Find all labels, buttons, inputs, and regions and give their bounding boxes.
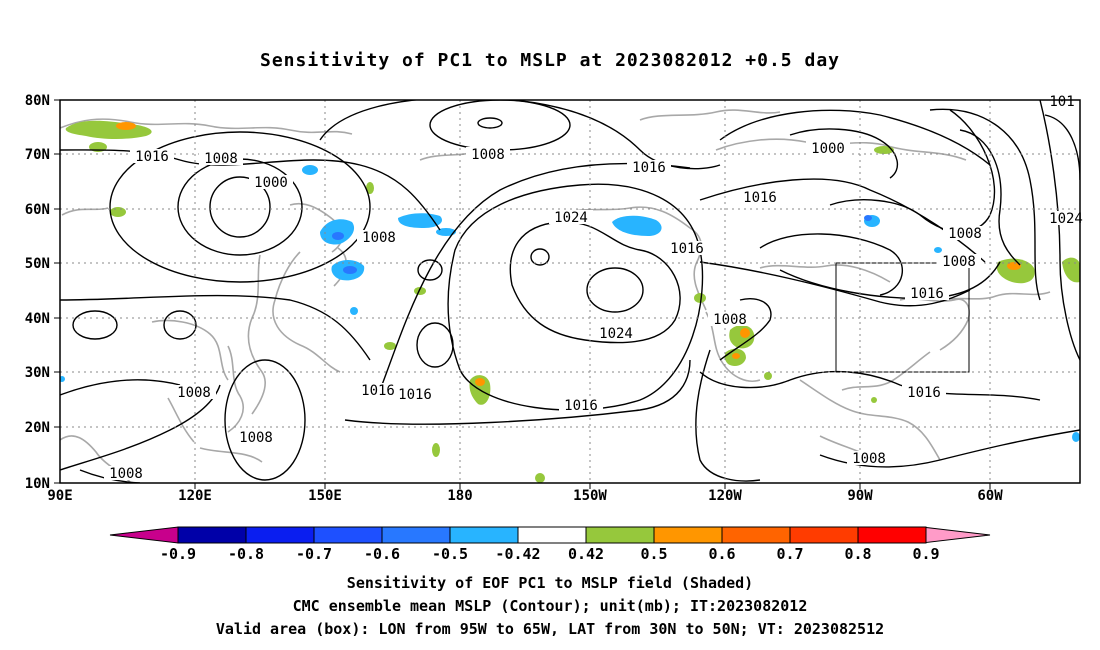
colorbar-box	[245, 526, 315, 544]
colorbar-box	[177, 526, 247, 544]
contour-label: 101	[1049, 94, 1074, 110]
colorbar-low-end	[109, 526, 179, 544]
lat-label: 70N	[25, 147, 50, 163]
contour-label: 1008	[109, 466, 143, 482]
lon-label: 90E	[47, 488, 72, 504]
colorbar-box	[449, 526, 519, 544]
lat-lon-grid	[60, 100, 1080, 483]
colorbar-tick: 0.9	[912, 545, 939, 563]
colorbar-tick: -0.7	[296, 545, 332, 563]
contour-label: 1016	[398, 387, 432, 403]
contour-label: 1008	[177, 385, 211, 401]
longitude-labels: 90E 120E 150E 180 150W 120W 90W 60W	[47, 488, 1003, 504]
colorbar-tick: -0.6	[364, 545, 400, 563]
lat-label: 40N	[25, 311, 50, 327]
colorbar-tick: 0.6	[708, 545, 735, 563]
contour-label: 1000	[254, 175, 288, 191]
caption-valid-area: Valid area (box): LON from 95W to 65W, L…	[215, 620, 885, 638]
colorbar-box	[517, 526, 587, 544]
caption-shading: Sensitivity of EOF PC1 to MSLP field (Sh…	[346, 574, 754, 592]
lat-label: 20N	[25, 420, 50, 436]
color-bar: -0.9 -0.8 -0.7 -0.6 -0.5 -0.42 0.42 0.5 …	[109, 526, 991, 563]
map-title: Sensitivity of PC1 to MSLP at 2023082012…	[259, 50, 840, 71]
contour-label: 1008	[239, 430, 273, 446]
contour-labels: 1016 1008 1000 1008 1016 1024 1016 1000 …	[104, 94, 1083, 482]
colorbar-box	[653, 526, 723, 544]
colorbar-tick: 0.5	[640, 545, 667, 563]
colorbar-box	[721, 526, 791, 544]
lat-label: 60N	[25, 202, 50, 218]
contour-label: 1008	[471, 147, 505, 163]
lon-label: 150E	[308, 488, 342, 504]
colorbar-box	[789, 526, 859, 544]
contour-label: 1024	[599, 326, 633, 342]
colorbar-box	[857, 526, 927, 544]
contour-label: 1016	[670, 241, 704, 257]
contour-label: 1008	[204, 151, 238, 167]
contour-label: 1008	[852, 451, 886, 467]
colorbar-tick: -0.8	[228, 545, 264, 563]
lat-label: 50N	[25, 256, 50, 272]
lon-label: 150W	[573, 488, 607, 504]
lon-label: 90W	[847, 488, 873, 504]
colorbar-box	[313, 526, 383, 544]
contour-label: 1016	[910, 286, 944, 302]
contour-label: 1000	[811, 141, 845, 157]
lon-label: 120E	[178, 488, 212, 504]
lat-label: 10N	[25, 476, 50, 492]
contour-label: 1008	[713, 312, 747, 328]
caption-contour: CMC ensemble mean MSLP (Contour); unit(m…	[292, 597, 808, 615]
colorbar-tick: 0.7	[776, 545, 803, 563]
colorbar-tick: -0.5	[432, 545, 468, 563]
contour-label: 1016	[361, 383, 395, 399]
contour-label: 1016	[907, 385, 941, 401]
colorbar-box	[381, 526, 451, 544]
colorbar-tick: 0.8	[844, 545, 871, 563]
contour-label: 1008	[942, 254, 976, 270]
colorbar-tick: -0.9	[160, 545, 196, 563]
lat-label: 30N	[25, 365, 50, 381]
lon-label: 120W	[708, 488, 742, 504]
colorbar-tick: -0.42	[495, 545, 540, 563]
colorbar-box	[585, 526, 655, 544]
lon-label: 180	[447, 488, 472, 504]
contour-label: 1016	[632, 160, 666, 176]
contour-label: 1016	[135, 149, 169, 165]
contour-label: 1008	[948, 226, 982, 242]
contour-label: 1016	[564, 398, 598, 414]
lat-label: 80N	[25, 93, 50, 109]
latitude-labels: 80N 70N 60N 50N 40N 30N 20N 10N	[25, 93, 50, 492]
contour-label: 1024	[554, 210, 588, 226]
contour-label: 1024	[1049, 211, 1083, 227]
colorbar-high-end	[921, 526, 991, 544]
contour-label: 1008	[362, 230, 396, 246]
lon-label: 60W	[977, 488, 1003, 504]
colorbar-tick: 0.42	[568, 545, 604, 563]
map-plot-area: 1016 1008 1000 1008 1016 1024 1016 1000 …	[25, 93, 1083, 504]
contour-label: 1016	[743, 190, 777, 206]
